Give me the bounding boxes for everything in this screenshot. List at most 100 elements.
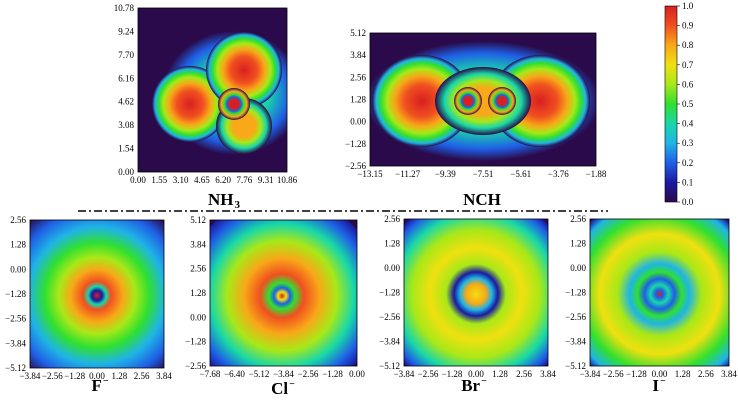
y-tick-label: 0.00 [350,117,366,127]
y-tick-label: 0.00 [384,263,400,273]
x-tick-label: 0.00 [349,369,365,379]
x-tick-label: −13.15 [357,169,383,179]
x-tick-label: −7.51 [473,169,494,179]
panel-chloride: −7.68 −6.40 −5.12 −3.84 −2.56 −1.28 0.005.123.… [185,215,365,398]
y-tick-label: 0.00 [190,312,206,322]
y-tick-label: 0.00 [10,264,26,274]
y-tick-label: −3.84 [379,337,400,347]
heatmap-area [30,220,164,368]
plot-frame [369,32,597,167]
y-tick-label: 3.08 [118,120,134,130]
x-tick-label: 3.84 [721,369,737,379]
colorbar-tick-label: 0.8 [682,40,694,50]
heatmap-area [404,219,548,366]
y-tick-label: −1.28 [345,139,366,149]
y-tick-label: −1.28 [379,288,400,298]
heatmap-area [370,33,596,166]
x-tick-label: −2.56 [603,369,624,379]
panel-title: Cl− [271,379,295,398]
x-tick-label: 0.00 [468,369,484,379]
x-tick-label: −1.28 [322,369,343,379]
x-tick-label: −3.84 [273,369,294,379]
y-tick-label: 4.62 [118,97,134,107]
y-tick-label: 5.12 [350,28,366,38]
y-tick-label: 3.84 [350,50,366,60]
x-tick-label: 3.10 [173,175,189,185]
colorbar-tick-label: 0.5 [682,99,694,109]
y-tick-label: 3.84 [190,239,206,249]
heatmap-area [138,8,287,172]
y-tick-label: 2.56 [384,214,400,224]
x-tick-label: −1.88 [586,169,607,179]
colorbar-tick-label: 0.2 [682,158,693,168]
x-tick-label: 0.00 [89,371,105,381]
x-tick-label: 7.76 [237,175,253,185]
plot-frame [403,218,549,367]
x-tick-label: 0.00 [130,175,146,185]
x-tick-label: 1.28 [111,371,127,381]
x-tick-label: −6.40 [224,369,245,379]
density-rings [404,219,548,366]
y-tick-label: −1.28 [565,288,586,298]
y-tick-label: 7.70 [118,50,134,60]
panel-title: I− [652,376,666,395]
density-lobe [152,66,228,142]
y-tick-label: −3.84 [5,338,26,348]
x-tick-label: −3.84 [394,369,415,379]
x-tick-label: −2.56 [298,369,319,379]
panel-bromide: −3.84 −2.56 −1.28 0.00 1.28 2.56 3.842.561.280… [379,214,556,395]
x-tick-label: 9.31 [258,175,274,185]
colorbar-tick-label: 0.7 [682,60,694,70]
colorbar-tick-label: 0.0 [682,197,694,207]
panel-title: Br− [461,376,487,395]
y-tick-label: 1.54 [118,144,134,154]
x-tick-label: −5.12 [249,369,270,379]
density-core [218,88,250,120]
x-tick-label: −1.28 [64,371,85,381]
x-tick-label: 4.65 [194,175,210,185]
y-tick-label: 9.24 [118,26,134,36]
x-tick-label: 6.20 [215,175,231,185]
colorbar-tick-label: 0.1 [682,177,693,187]
y-tick-label: 1.28 [384,239,400,249]
x-tick-label: −7.68 [200,369,221,379]
y-tick-label: 6.16 [118,73,134,83]
colorbar-tick-label: 0.4 [682,119,694,129]
density-lobe [206,32,282,108]
density-bridge [435,67,531,135]
y-tick-label: 1.28 [350,95,366,105]
y-tick-label: −2.56 [379,312,400,322]
y-tick-label: −3.84 [565,337,586,347]
y-tick-label: −2.56 [185,361,206,371]
x-tick-label: −1.28 [442,369,463,379]
density-lobe [372,55,472,147]
y-tick-label: 10.78 [114,3,135,13]
y-tick-label: −5.12 [379,361,400,371]
plot-frame [209,219,358,367]
y-tick-label: 1.28 [190,288,206,298]
x-tick-label: 1.28 [492,369,508,379]
x-tick-label: −1.28 [626,369,647,379]
density-core [488,87,516,115]
y-tick-label: 2.56 [10,215,26,225]
colorbar: 1.0 0.9 0.8 0.7 0.6 0.5 0.4 0.3 0.2 0.1 0.0 [664,1,694,207]
x-tick-label: 10.86 [277,175,298,185]
heatmap-area [210,220,357,366]
x-tick-label: 0.00 [652,369,668,379]
panel-title: NCH [463,190,501,209]
x-tick-label: −3.84 [20,371,41,381]
panel-nch: −13.15 −11.27 −9.39 −7.51 −5.61 −3.76 −1.88 5.1… [345,28,607,209]
y-tick-label: −2.56 [5,314,26,324]
x-tick-label: 2.56 [698,369,714,379]
heatmap-area [590,219,729,366]
y-tick-label: 5.12 [190,215,206,225]
x-tick-label: −2.56 [418,369,439,379]
plot-frame [589,218,730,367]
colorbar-tick-label: 0.3 [682,138,694,148]
x-tick-label: −3.84 [580,369,601,379]
colorbar-tick-label: 0.9 [682,21,694,31]
plot-frame [29,219,165,369]
y-tick-label: −2.56 [345,161,366,171]
y-tick-label: 1.28 [10,240,26,250]
